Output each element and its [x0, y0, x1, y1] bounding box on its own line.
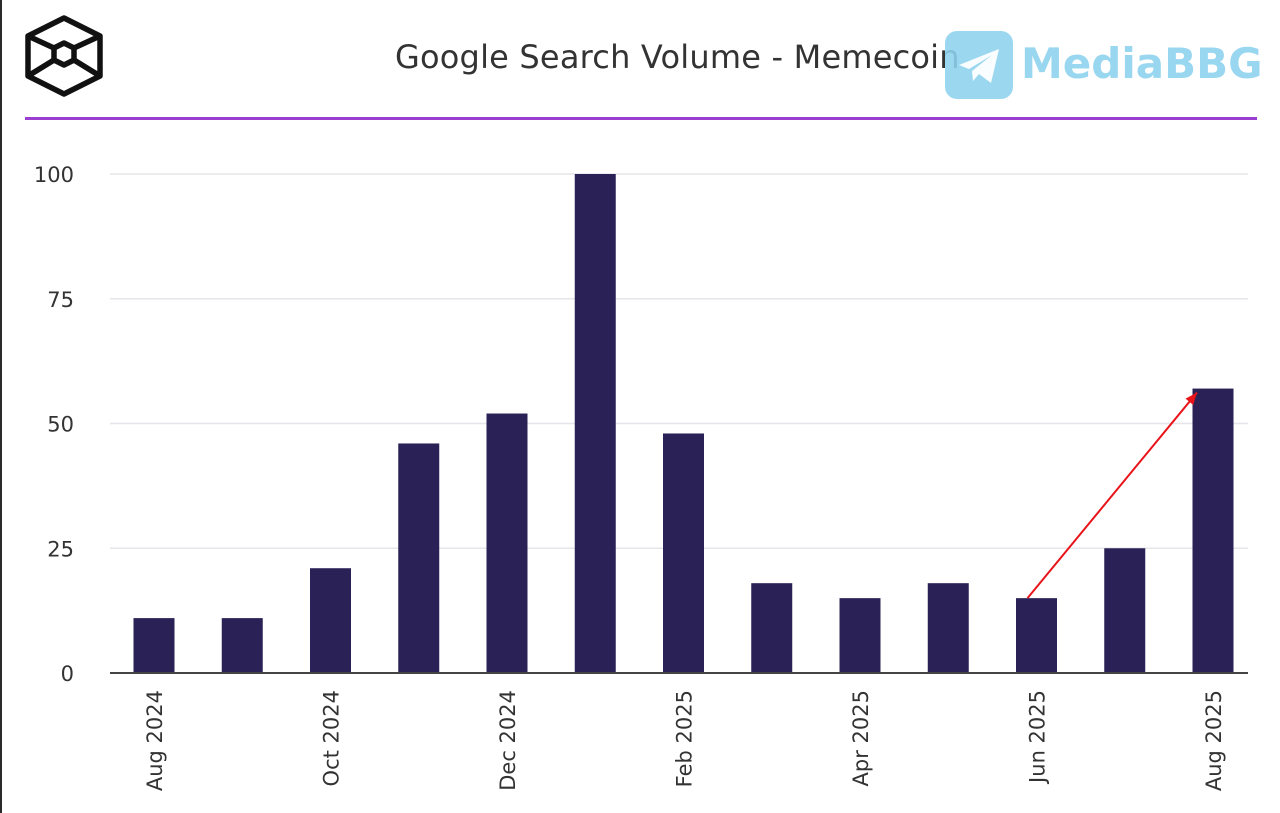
x-tick-label: Dec 2024 [496, 690, 520, 791]
x-tick-label: Oct 2024 [320, 690, 344, 786]
bar [1016, 598, 1057, 673]
bar [310, 568, 351, 673]
bar [486, 413, 528, 673]
trend-arrow-line [1026, 391, 1198, 599]
bar [398, 443, 440, 673]
x-tick-label: Jun 2025 [1026, 690, 1050, 785]
bar [221, 618, 263, 673]
bar [574, 174, 616, 673]
x-tick-label: Aug 2025 [1202, 690, 1226, 791]
x-tick-label: Apr 2025 [849, 690, 873, 786]
y-tick-label: 75 [47, 288, 74, 312]
bar [751, 583, 793, 673]
bar [839, 598, 881, 673]
y-tick-label: 100 [34, 163, 74, 187]
bar [133, 618, 175, 673]
bar [927, 583, 969, 673]
y-tick-label: 25 [47, 537, 74, 561]
y-tick-label: 50 [47, 413, 74, 437]
bar [663, 433, 704, 673]
header-divider [25, 117, 1257, 120]
chart-title: Google Search Volume - Memecoin [395, 38, 960, 76]
watermark: MediaBBG [945, 31, 1275, 101]
x-tick-label: Aug 2024 [143, 690, 167, 791]
window-border [0, 0, 2, 813]
watermark-text: MediaBBG [1021, 39, 1263, 88]
telegram-plane-icon [945, 31, 1013, 99]
cube-logo-icon [22, 14, 106, 98]
x-tick-label: Feb 2025 [673, 690, 697, 787]
bar [1104, 548, 1146, 673]
y-tick-label: 0 [61, 662, 74, 686]
trend-arrowhead-icon [1185, 392, 1197, 405]
bar [1192, 388, 1234, 673]
